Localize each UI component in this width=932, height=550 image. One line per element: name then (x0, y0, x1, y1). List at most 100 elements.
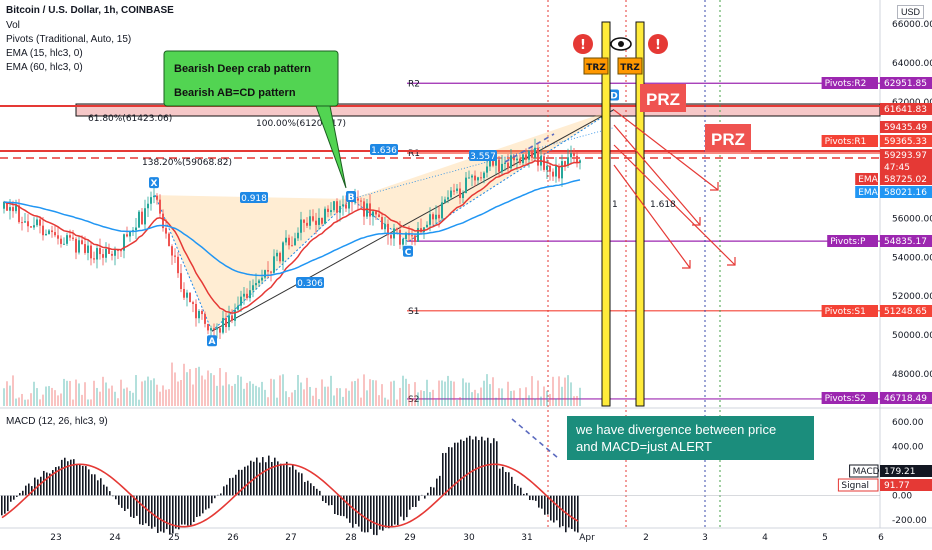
candle-body (432, 214, 434, 220)
macd-bar (133, 495, 135, 518)
volume-bar (9, 385, 11, 406)
candle-body (162, 213, 164, 229)
macd-bar (106, 486, 108, 496)
macd-bar (250, 460, 252, 496)
candle-body (84, 244, 86, 253)
volume-bar (486, 374, 488, 406)
arrow-head (710, 182, 719, 191)
candle-body (417, 228, 419, 242)
volume-bar (474, 389, 476, 406)
candle-body (465, 177, 467, 194)
volume-bar (6, 381, 8, 406)
volume-bar (345, 388, 347, 406)
macd-bar (73, 459, 75, 496)
macd-bar (136, 495, 138, 516)
volume-bar (438, 380, 440, 406)
volume-bar (504, 398, 506, 406)
candle-body (69, 235, 71, 238)
macd-bar (544, 495, 546, 515)
green-note-line-1: Bearish Deep crab pattern (174, 63, 311, 75)
macd-bar (520, 487, 522, 496)
volume-bar (180, 380, 182, 406)
teal-note-box (567, 416, 814, 460)
macd-bar (334, 495, 336, 514)
volume-bar (135, 375, 137, 406)
volume-bar (477, 393, 479, 406)
candle-body (267, 270, 269, 272)
macd-bar (484, 440, 486, 496)
candle-body (528, 151, 530, 160)
candle-body (288, 237, 290, 246)
ratio-b-badge (469, 150, 497, 161)
macd-bar (379, 495, 381, 530)
time-tick: 23 (50, 533, 61, 543)
candle-body (111, 253, 113, 256)
candle-body (549, 165, 551, 172)
price-tag-label-bg (821, 305, 878, 317)
macd-bar (61, 459, 63, 496)
macd-bar (196, 495, 198, 517)
macd-bar (244, 466, 246, 496)
candle-body (138, 211, 140, 228)
macd-bar (154, 495, 156, 527)
price-tag-bg (880, 121, 932, 133)
candle-body (567, 157, 569, 166)
candle-body (459, 188, 461, 199)
candle-body (153, 195, 155, 198)
pattern-bcd (351, 109, 614, 242)
price-tick: 62000.00 (892, 98, 932, 108)
macd-bar (535, 495, 537, 501)
volume-bar (24, 399, 26, 406)
candle-body (309, 216, 311, 226)
volume-bar (54, 390, 56, 406)
macd-tag-label-bg (837, 478, 879, 492)
ema15-line (3, 159, 581, 314)
macd-bar (208, 495, 210, 509)
price-tick: 50000.00 (892, 331, 932, 341)
macd-tag-label: MACD (853, 467, 880, 477)
macd-bar (211, 495, 213, 504)
candle-body (225, 317, 227, 328)
volume-bar (57, 395, 59, 406)
macd-bar (7, 495, 9, 512)
volume-bar (360, 397, 362, 406)
candle-body (498, 159, 500, 172)
price-tag-bg (880, 235, 932, 247)
warning-icon-left (573, 34, 593, 54)
macd-bar (331, 495, 333, 506)
candle-body (144, 208, 146, 225)
candle-body (327, 208, 329, 212)
macd-bar (424, 495, 426, 499)
macd-bar (496, 441, 498, 496)
price-tag-value: 46718.49 (884, 394, 927, 404)
volume-bar (78, 383, 80, 406)
macd-bar (271, 461, 273, 496)
volume-bar (480, 387, 482, 406)
macd-bar (370, 495, 372, 529)
volume-bar (72, 399, 74, 406)
macd-bar (556, 495, 558, 521)
price-tag-label: Pivots:P (830, 237, 866, 247)
volume-bar (375, 380, 377, 406)
price-tick: 52000.00 (892, 292, 932, 302)
candle-body (15, 205, 17, 212)
volume-bar (357, 378, 359, 406)
macd-bar (34, 477, 36, 496)
signal-line (1, 463, 579, 528)
macd-bar (280, 463, 282, 496)
currency-badge[interactable]: USD (897, 5, 925, 19)
candle-body (123, 234, 125, 251)
macd-bar (160, 495, 162, 532)
candle-body (435, 214, 437, 220)
macd-bar (223, 486, 225, 496)
volume-bar (228, 384, 230, 406)
volume-bar (540, 396, 542, 406)
trz-badge (583, 57, 609, 75)
candle-body (273, 256, 275, 273)
candle-body (471, 175, 473, 178)
macd-bar (358, 495, 360, 527)
macd-tag-value: 179.21 (884, 467, 916, 477)
volume-bar (396, 399, 398, 406)
candle-body (186, 292, 188, 298)
